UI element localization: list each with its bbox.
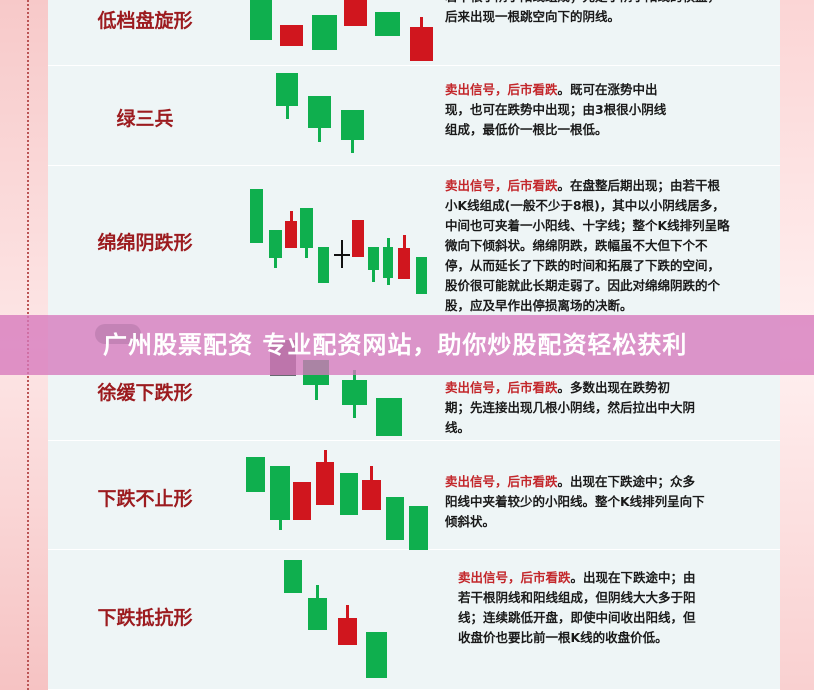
pattern-description: 卖出信号，后市看跌。多数出现在跌势初期；先连接出现几根小阴线，然后拉出中大阴线。	[445, 380, 696, 435]
green-candle	[386, 497, 404, 540]
green-candle	[409, 506, 428, 550]
green-candle	[250, 189, 263, 243]
banner-logo	[95, 324, 141, 344]
red-candle	[352, 220, 364, 257]
pattern-name: 低档盘旋形	[97, 10, 193, 32]
green-candle	[246, 457, 265, 492]
pattern-description: 卖出信号，后市看跌。在盘整后期出现；由若干根小K线组成(一般不少于8根)，其中以…	[445, 178, 730, 313]
red-candle	[316, 462, 334, 505]
green-candle	[342, 380, 367, 405]
green-candle	[416, 257, 427, 294]
pattern-name: 下跌不止形	[97, 488, 193, 510]
green-candle	[269, 230, 282, 258]
doji-cross-bar	[334, 254, 350, 256]
pattern-description: 卖出信号，后市看跌。出现在下跌途中；由若干根阴线和阳线组成，但阴线大大多于阳线；…	[458, 570, 696, 645]
pattern-description: 卖出信号，后市看跌。出现在下跌途中；众多阳线中夹着较少的小阳线。整个K线排列呈向…	[445, 474, 705, 529]
green-candle	[383, 247, 393, 278]
green-candle	[366, 632, 387, 678]
pattern-name: 绿三兵	[116, 108, 174, 130]
green-candle	[284, 560, 302, 593]
green-candle	[308, 96, 331, 128]
green-candle	[318, 247, 329, 283]
green-candle	[308, 598, 327, 630]
green-candle	[340, 473, 358, 515]
pattern-name: 徐缓下跌形	[97, 382, 193, 404]
red-candle	[410, 27, 433, 61]
red-candle	[293, 482, 311, 520]
green-candle	[376, 398, 402, 436]
pattern-name: 下跌抵抗形	[97, 607, 193, 629]
green-candle	[276, 73, 298, 106]
red-candle	[398, 248, 410, 279]
red-candle	[338, 618, 357, 645]
pattern-description: 若干根小阴小阳线组成；先是小阴小阳线的横盘，后来出现一根跳空向下的阴线。	[445, 0, 720, 24]
pattern-name: 绵绵阴跌形	[97, 232, 193, 254]
green-candle	[250, 0, 272, 40]
red-candle	[362, 480, 381, 510]
green-candle	[312, 15, 337, 50]
green-candle	[270, 466, 290, 520]
red-candle	[285, 221, 297, 248]
green-candle	[300, 208, 313, 248]
red-candle	[280, 25, 303, 46]
green-candle	[341, 110, 364, 140]
green-candle	[368, 247, 379, 270]
red-candle	[344, 0, 367, 26]
pattern-row	[48, 0, 780, 66]
pattern-description: 卖出信号，后市看跌。既可在涨势中出现，也可在跌势中出现；由3根很小阴线组成，最低…	[445, 82, 667, 137]
pattern-row	[48, 66, 780, 166]
green-candle	[375, 12, 400, 36]
ad-banner-text[interactable]: 广州股票配资 专业配资网站，助你炒股配资轻松获利	[103, 331, 688, 359]
